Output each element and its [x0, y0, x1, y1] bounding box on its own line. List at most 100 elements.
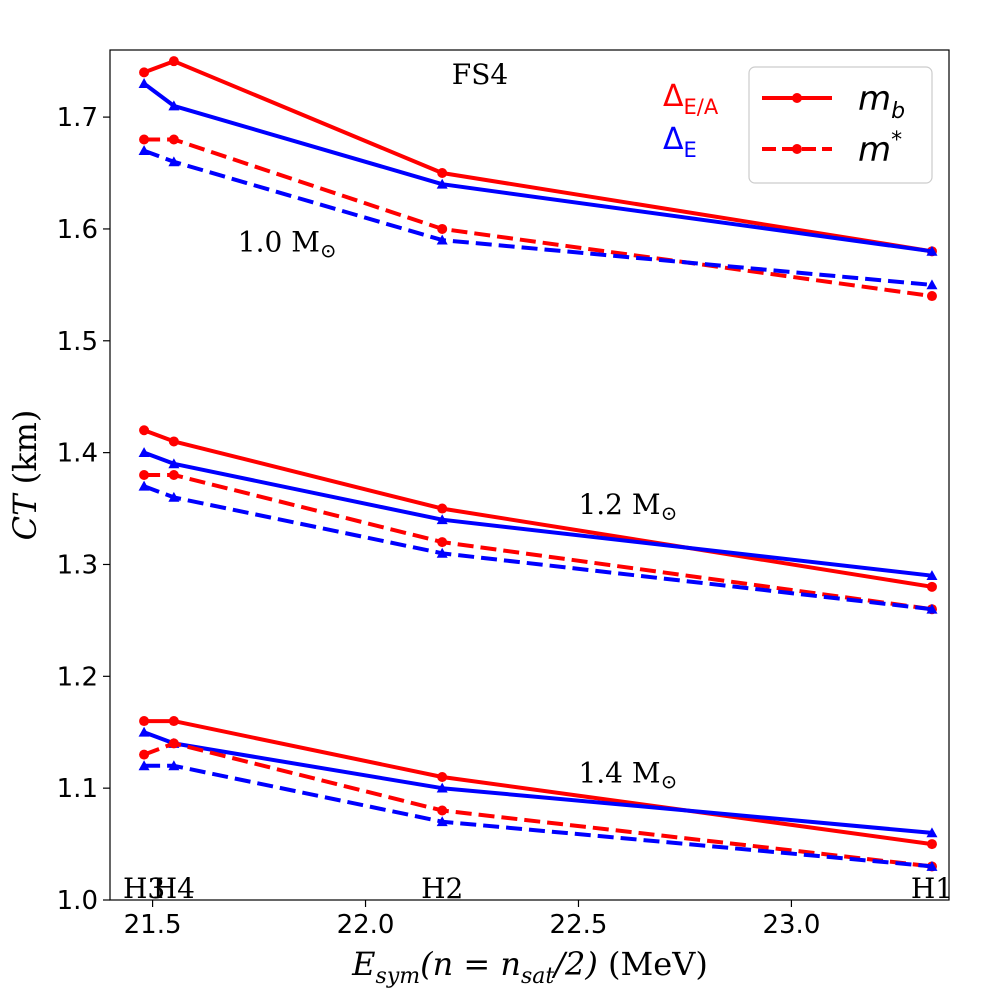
y-tick-label: 1.5	[57, 327, 98, 357]
series-line	[143, 450, 933, 578]
data-point	[139, 425, 150, 436]
delta-label-e: ΔE	[663, 122, 697, 162]
data-point	[926, 581, 937, 592]
delta-label-ea: ΔE/A	[663, 79, 719, 119]
data-point	[926, 827, 938, 838]
series-line	[144, 763, 933, 869]
legend: mb m*	[748, 66, 933, 184]
data-point	[168, 436, 179, 447]
data-point	[926, 570, 938, 581]
data-point	[926, 839, 937, 850]
legend-label-mstar-sup: *	[891, 128, 902, 153]
data-point	[138, 447, 150, 458]
mass-label: 1.2 M⊙	[578, 488, 677, 525]
legend-marker-mb	[792, 93, 802, 103]
data-point	[138, 480, 150, 491]
legend-label-mb-var: m	[858, 79, 891, 119]
mass-label: 1.0 M⊙	[238, 225, 337, 262]
series-line	[143, 730, 933, 835]
data-point	[926, 279, 938, 290]
x-tick-label: 22.0	[337, 910, 395, 940]
data-point	[926, 603, 938, 614]
data-point	[138, 78, 150, 88]
x-axis-title-argend: /2)	[551, 945, 598, 983]
data-point	[138, 145, 150, 156]
data-point	[168, 470, 179, 480]
x-axis-title-arg: (n = n	[420, 945, 521, 983]
data-point	[139, 749, 150, 760]
plot-background	[110, 50, 949, 900]
delta-label-ea-sub: E/A	[684, 95, 719, 119]
y-axis-title-unit: (km)	[6, 410, 44, 495]
legend-label-mstar-var: m	[858, 130, 891, 170]
data-point	[168, 156, 180, 167]
x-axis-title-var: E	[351, 945, 375, 983]
series-line	[142, 81, 933, 254]
x-axis-title-sub: sym	[376, 964, 421, 989]
data-point	[437, 503, 448, 514]
mass-label-symbol: ⊙	[661, 770, 678, 794]
data-point	[168, 458, 180, 469]
x-tick-label: 22.5	[550, 910, 608, 940]
data-point	[437, 537, 448, 548]
data-point	[138, 726, 150, 737]
data-point	[168, 716, 179, 727]
mass-label-text: 1.4 M	[578, 757, 660, 790]
x-axis-title-argsub: sat	[521, 964, 554, 989]
y-tick-label: 1.1	[57, 774, 98, 804]
series-line	[143, 148, 933, 287]
y-axis-title: CT (km)	[6, 410, 44, 541]
data-point	[437, 223, 448, 234]
series-layer	[138, 56, 938, 872]
data-point	[139, 470, 150, 480]
data-point	[436, 178, 448, 189]
series-line	[143, 484, 933, 612]
data-point	[926, 245, 938, 256]
series-line	[143, 741, 933, 869]
data-point	[168, 760, 180, 771]
legend-label-mstar: m*	[858, 128, 902, 170]
x-tick-label: 21.5	[124, 910, 182, 940]
data-point	[436, 234, 448, 245]
legend-box	[748, 66, 933, 184]
mass-label-symbol: ⊙	[320, 238, 337, 262]
series-line	[144, 473, 933, 612]
legend-label-mb-sub: b	[891, 99, 905, 124]
data-point	[926, 860, 938, 871]
y-tick-label: 1.4	[57, 439, 98, 469]
chart-title: FS4	[452, 58, 508, 91]
y-tick-label: 1.6	[57, 215, 98, 245]
ticks-layer: 21.5 22.0 22.5 23.0 1.0 1.1 1.2 1.3 1.4 1.5 1.6 1.7	[57, 103, 821, 940]
data-point	[168, 134, 179, 145]
mass-label: 1.4 M⊙	[578, 757, 677, 794]
data-point	[139, 716, 150, 727]
data-point	[437, 805, 448, 816]
data-point	[436, 816, 448, 827]
data-point	[139, 134, 150, 145]
data-point	[436, 782, 448, 793]
data-point	[138, 760, 150, 771]
mass-label-symbol: ⊙	[661, 501, 678, 525]
data-point	[926, 291, 937, 302]
legend-marker-mstar	[792, 144, 802, 154]
x-axis-title-unit: (MeV)	[598, 945, 708, 983]
delta-label-e-main: Δ	[663, 122, 684, 157]
legend-label-mb: mb	[858, 79, 905, 124]
y-tick-label: 1.2	[57, 662, 98, 692]
y-tick-label: 1.0	[57, 886, 98, 916]
plot-frame	[109, 49, 950, 901]
mass-label-text: 1.0 M	[238, 225, 320, 258]
data-point	[437, 168, 448, 179]
data-point	[168, 100, 180, 111]
mass-label-text: 1.2 M	[578, 488, 660, 521]
series-line	[143, 59, 933, 254]
data-point	[436, 514, 448, 525]
delta-label-ea-main: Δ	[663, 79, 684, 114]
y-tick-label: 1.7	[57, 103, 98, 133]
data-point	[437, 771, 448, 782]
x-axis-title: Esym(n = nsat/2) (MeV)	[351, 945, 708, 989]
y-tick-label: 1.3	[57, 550, 98, 580]
data-point	[139, 67, 150, 78]
x-tick-label: 23.0	[762, 910, 820, 940]
